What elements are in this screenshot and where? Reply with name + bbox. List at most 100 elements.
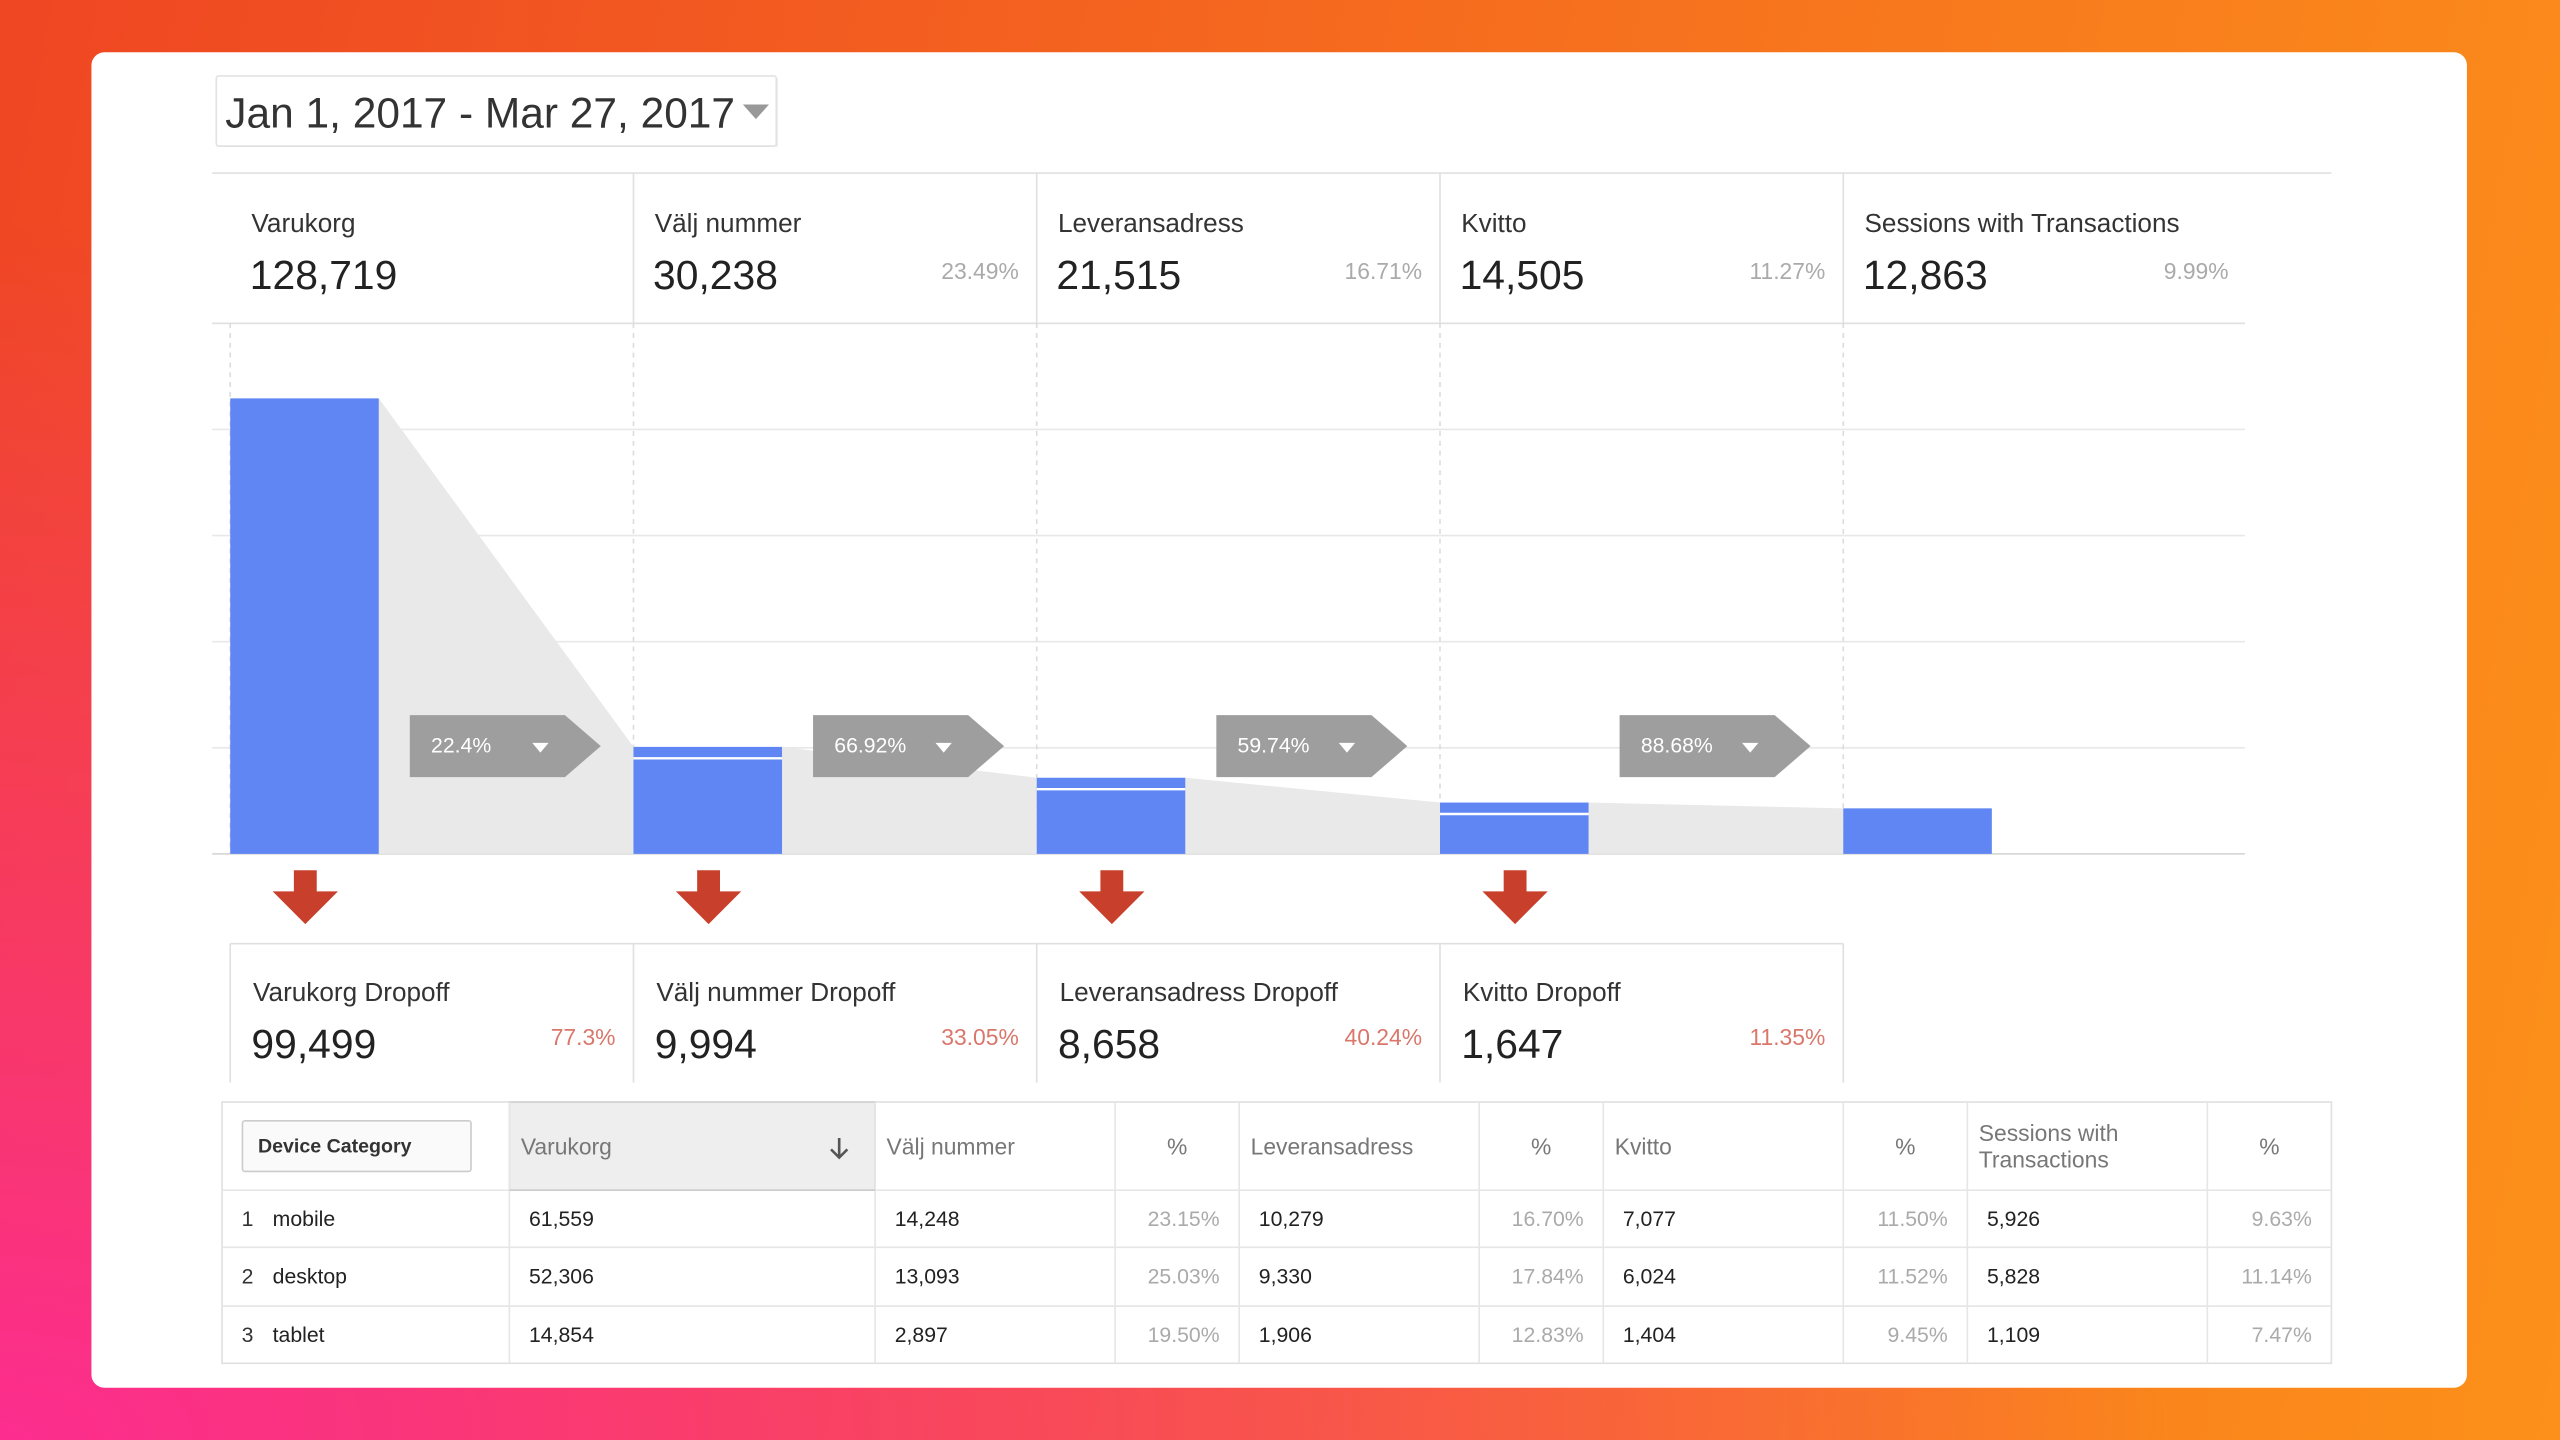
cell-percent: 11.14% <box>2241 1263 2312 1289</box>
dropoff-name: Välj nummer Dropoff <box>656 979 896 1008</box>
conversion-tag <box>409 715 601 778</box>
conversion-rate[interactable]: 88.68% <box>1640 733 1713 758</box>
date-range-text: Jan 1, 2017 - Mar 27, 2017 <box>225 88 736 138</box>
cell-percent: 23.15% <box>1147 1206 1220 1232</box>
dropoff-arrow <box>675 870 742 925</box>
dropoff-name: Varukorg Dropoff <box>253 979 450 1008</box>
dropdown-caret <box>1338 742 1356 753</box>
cell-percent: 9.45% <box>1887 1322 1948 1347</box>
column-header[interactable]: % <box>1531 1133 1552 1160</box>
step-percent: 16.71% <box>1344 257 1423 285</box>
conversion-tag <box>813 715 1005 778</box>
cell-percent: 7.47% <box>2251 1322 2312 1347</box>
dropoff-percent: 40.24% <box>1344 1023 1423 1050</box>
step-value: 30,238 <box>653 253 778 299</box>
step-name: Välj nummer <box>654 210 802 239</box>
cell-percent: 11.50% <box>1877 1206 1948 1232</box>
step-value: 21,515 <box>1056 253 1182 299</box>
conversion-tag <box>1619 715 1811 778</box>
dropoff-percent: 77.3% <box>550 1023 616 1050</box>
cell-value: 1,404 <box>1622 1322 1676 1347</box>
cell-value: 5,926 <box>1986 1206 2041 1232</box>
cell-value: 6,024 <box>1622 1263 1676 1289</box>
cell-value: 1,906 <box>1258 1322 1312 1347</box>
column-header[interactable]: Kvitto <box>1614 1133 1672 1160</box>
dropoff-value: 99,499 <box>251 1022 377 1068</box>
cell-percent: 9.63% <box>2251 1206 2312 1232</box>
conversion-rate[interactable]: 59.74% <box>1237 733 1310 758</box>
cell-value: 7,077 <box>1622 1206 1676 1232</box>
funnel-area <box>378 398 634 854</box>
cell-value: 2,897 <box>894 1322 948 1347</box>
column-header[interactable]: % <box>2259 1133 2280 1160</box>
dropoff-name: Kvitto Dropoff <box>1462 979 1621 1008</box>
funnel-area <box>1185 777 1440 854</box>
step-percent: 11.27% <box>1749 257 1826 285</box>
row-dimension: desktop <box>272 1263 348 1289</box>
conversion-rate[interactable]: 22.4% <box>431 733 492 758</box>
step-name: Varukorg <box>251 210 356 239</box>
step-value: 12,863 <box>1862 253 1988 299</box>
dropoff-arrow <box>1079 870 1145 925</box>
cell-value: 10,279 <box>1258 1206 1324 1232</box>
cell-value: 5,828 <box>1986 1263 2041 1289</box>
step-percent: 9.99% <box>2163 257 2229 285</box>
step-percent: 23.49% <box>941 257 1019 285</box>
step-name: Leveransadress <box>1057 210 1244 239</box>
step-bar <box>1036 777 1186 854</box>
dropoff-value: 1,647 <box>1461 1022 1564 1068</box>
funnel-area <box>1588 802 1844 854</box>
dropoff-percent: 11.35% <box>1749 1023 1826 1050</box>
sorted-column-header <box>508 1101 876 1192</box>
step-bar <box>230 398 379 854</box>
column-header[interactable]: Sessions with Transactions <box>1978 1120 2119 1173</box>
cell-value: 61,559 <box>528 1206 594 1232</box>
cell-value: 1,109 <box>1986 1322 2041 1347</box>
step-name: Sessions with Transactions <box>1864 210 2180 239</box>
dropdown-caret <box>1742 742 1759 753</box>
row-dimension: tablet <box>272 1322 325 1347</box>
cell-percent: 12.83% <box>1511 1322 1584 1347</box>
row-index: 1 <box>241 1206 254 1232</box>
cell-value: 13,093 <box>894 1263 960 1289</box>
sort-arrow <box>830 1137 849 1160</box>
column-header[interactable]: Leveransadress <box>1250 1133 1414 1160</box>
dropoff-percent: 33.05% <box>941 1023 1019 1050</box>
date-range-picker[interactable] <box>215 75 778 147</box>
column-header[interactable]: % <box>1166 1133 1188 1160</box>
dropoff-value: 8,658 <box>1057 1022 1161 1068</box>
cell-percent: 11.52% <box>1877 1263 1948 1289</box>
dropdown-caret <box>935 742 952 753</box>
cell-value: 9,330 <box>1258 1263 1312 1289</box>
column-header[interactable]: Varukorg <box>520 1133 612 1160</box>
dimension-label: Device Category <box>257 1134 412 1158</box>
step-bar <box>633 746 783 854</box>
dropoff-arrow <box>1482 870 1548 925</box>
row-index: 3 <box>241 1322 254 1347</box>
dropoff-value: 9,994 <box>654 1022 757 1068</box>
column-header[interactable]: % <box>1895 1133 1916 1160</box>
dropoff-arrow <box>272 870 338 925</box>
row-index: 2 <box>241 1263 254 1289</box>
cell-percent: 17.84% <box>1511 1263 1584 1289</box>
conversion-tag <box>1216 715 1408 778</box>
dropdown-caret <box>742 104 769 120</box>
conversion-rate[interactable]: 66.92% <box>834 733 907 758</box>
step-bar <box>1440 802 1589 854</box>
step-value: 128,719 <box>249 253 398 299</box>
dropoff-name: Leveransadress Dropoff <box>1059 979 1338 1008</box>
cell-value: 14,854 <box>528 1322 594 1347</box>
step-value: 14,505 <box>1459 253 1585 299</box>
cell-value: 14,248 <box>894 1206 960 1232</box>
cell-value: 52,306 <box>528 1263 594 1289</box>
cell-percent: 16.70% <box>1511 1206 1584 1232</box>
column-header[interactable]: Välj nummer <box>886 1133 1015 1160</box>
cell-percent: 19.50% <box>1147 1322 1220 1347</box>
cell-percent: 25.03% <box>1147 1263 1220 1289</box>
step-bar <box>1843 808 1992 854</box>
dimension-button[interactable] <box>241 1120 472 1173</box>
step-name: Kvitto <box>1461 210 1527 239</box>
row-dimension: mobile <box>272 1206 336 1232</box>
